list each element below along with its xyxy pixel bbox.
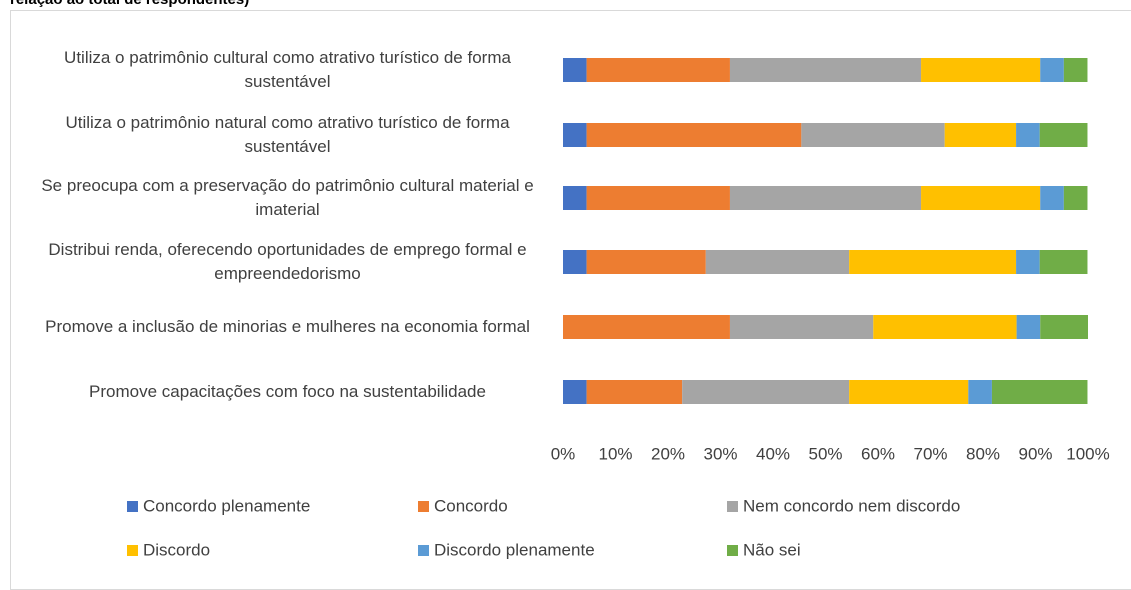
bar-segment xyxy=(1039,250,1088,274)
bar-segment xyxy=(1039,123,1088,147)
legend-swatch xyxy=(127,501,138,512)
legend-label: Discordo plenamente xyxy=(434,540,595,559)
category-label: Utiliza o patrimônio natural como atrati… xyxy=(65,113,510,156)
x-tick-label: 60% xyxy=(861,444,895,463)
bar-segment xyxy=(1016,123,1040,147)
x-tick-label: 100% xyxy=(1066,444,1109,463)
x-tick-label: 90% xyxy=(1018,444,1052,463)
bar-segment xyxy=(873,315,1017,339)
x-tick-label: 30% xyxy=(703,444,737,463)
bar-segment xyxy=(729,58,922,82)
x-tick-label: 40% xyxy=(756,444,790,463)
bar-segment xyxy=(921,58,1041,82)
bar-segment xyxy=(563,186,587,210)
bar-segment xyxy=(991,380,1088,404)
bar-segment xyxy=(944,123,1017,147)
bar-segment xyxy=(705,250,850,274)
x-tick-label: 50% xyxy=(808,444,842,463)
legend-label: Não sei xyxy=(743,540,801,559)
bar-segment xyxy=(801,123,945,147)
legend-label: Discordo xyxy=(143,540,210,559)
chart-title: relação ao total de respondentes) xyxy=(10,0,249,8)
bar-segment xyxy=(586,250,706,274)
legend-swatch xyxy=(727,501,738,512)
category-label: Se preocupa com a preservação do patrimô… xyxy=(41,176,534,219)
category-label: Promove capacitações com foco na sustent… xyxy=(89,382,486,401)
bar-segment xyxy=(849,250,1017,274)
bar-segment xyxy=(1040,315,1088,339)
bar-segment xyxy=(1063,58,1088,82)
bar-segment xyxy=(1016,315,1041,339)
category-label: Utiliza o patrimônio cultural como atrat… xyxy=(64,48,511,91)
legend-swatch xyxy=(727,545,738,556)
bar-segment xyxy=(563,315,730,339)
bar-segment xyxy=(1040,186,1064,210)
x-tick-label: 10% xyxy=(598,444,632,463)
bar-segment xyxy=(968,380,992,404)
legend-swatch xyxy=(127,545,138,556)
bar-segment xyxy=(586,380,683,404)
bar-segment xyxy=(586,58,730,82)
bar-segment xyxy=(563,123,587,147)
bar-segment xyxy=(849,380,969,404)
x-tick-label: 0% xyxy=(551,444,576,463)
bar-segment xyxy=(586,186,730,210)
legend-label: Concordo xyxy=(434,496,508,515)
x-tick-label: 70% xyxy=(913,444,947,463)
bar-segment xyxy=(1040,58,1064,82)
bar-segment xyxy=(563,58,587,82)
legend-label: Nem concordo nem discordo xyxy=(743,496,960,515)
bar-segment xyxy=(563,250,587,274)
bar-segment xyxy=(729,186,922,210)
x-tick-label: 20% xyxy=(651,444,685,463)
bar-segment xyxy=(586,123,802,147)
bar-segment xyxy=(921,186,1041,210)
legend-label: Concordo plenamente xyxy=(143,496,310,515)
bar-segment xyxy=(563,380,587,404)
legend-swatch xyxy=(418,545,429,556)
x-tick-label: 80% xyxy=(966,444,1000,463)
category-label: Promove a inclusão de minorias e mulhere… xyxy=(45,317,530,336)
category-label: Distribui renda, oferecendo oportunidade… xyxy=(48,240,527,283)
bar-segment xyxy=(682,380,850,404)
bar-segment xyxy=(729,315,874,339)
legend-swatch xyxy=(418,501,429,512)
bar-segment xyxy=(1016,250,1040,274)
bar-segment xyxy=(1063,186,1088,210)
